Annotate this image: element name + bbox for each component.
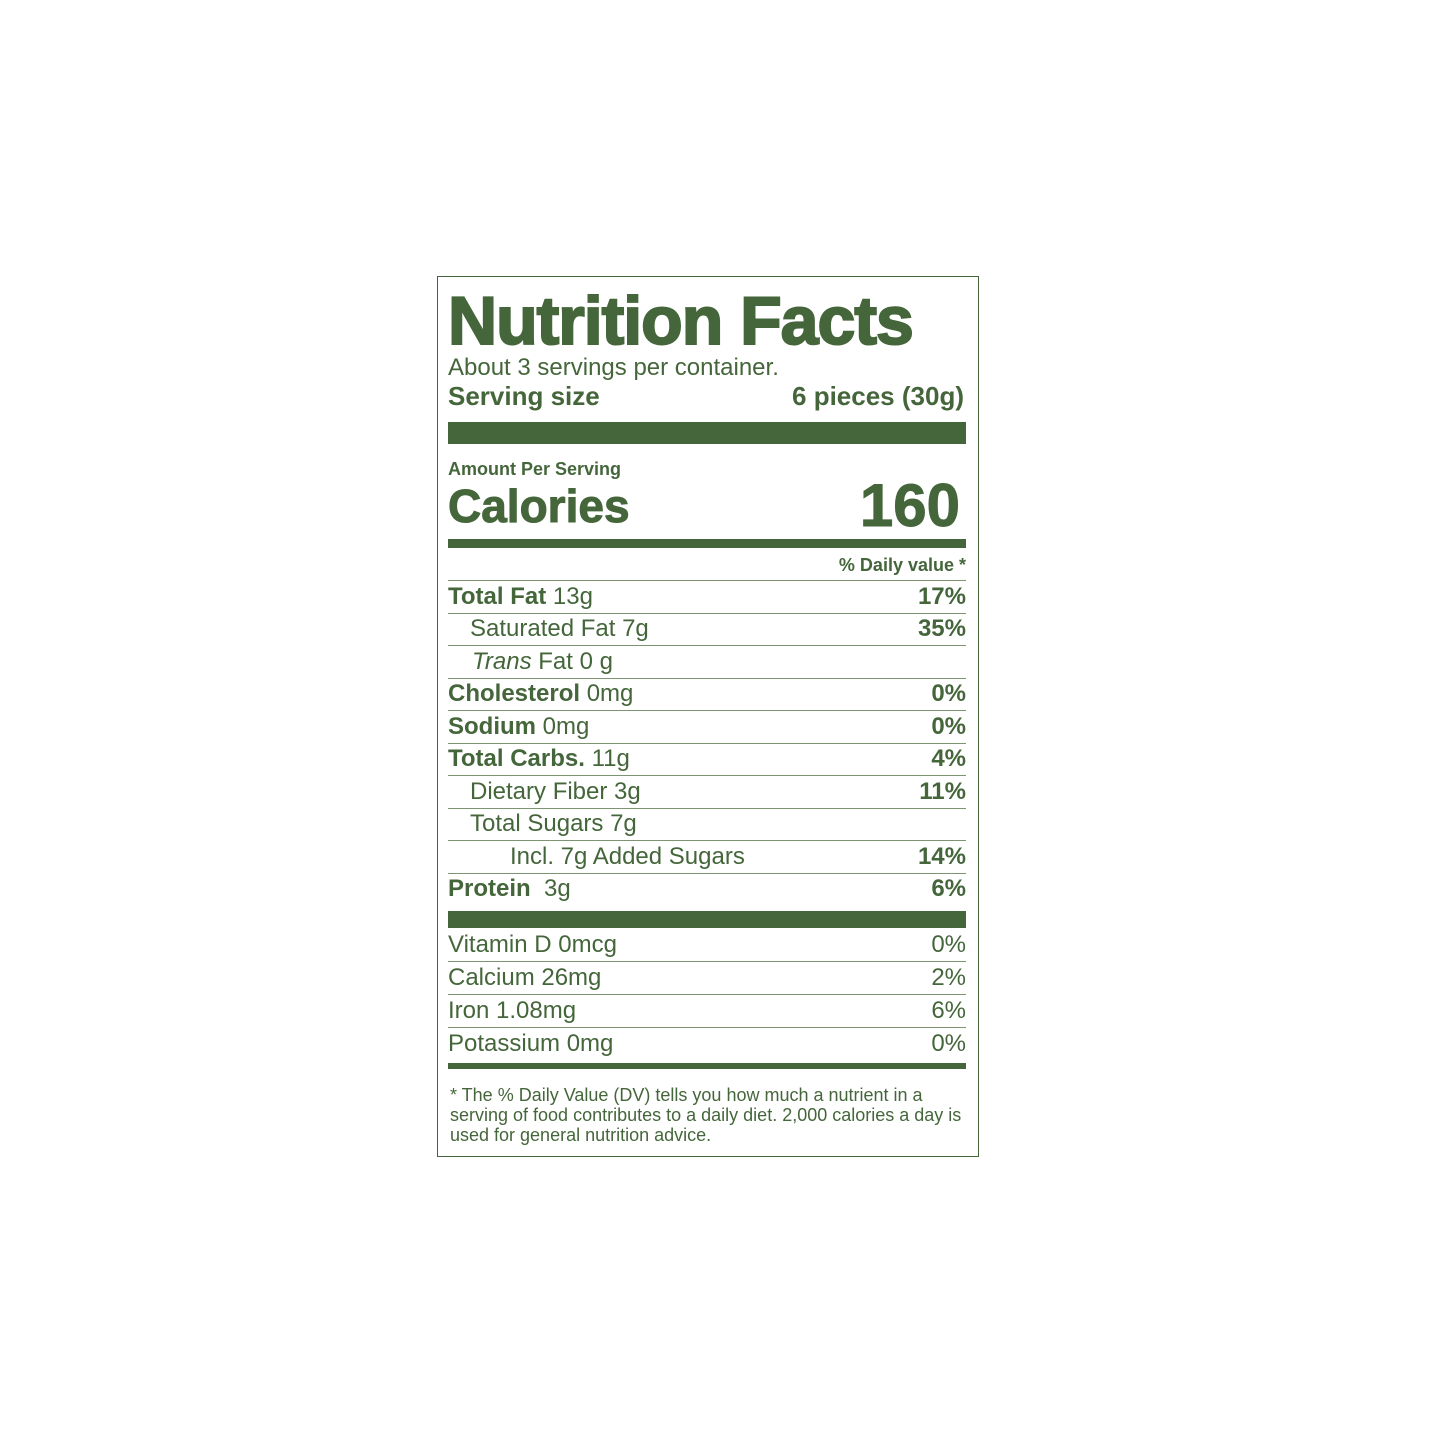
calories-row: Calories 160 xyxy=(448,472,961,539)
nutrition-facts-label: Nutrition Facts About 3 servings per con… xyxy=(437,276,979,1157)
vitamin-dv: 0% xyxy=(931,1030,966,1057)
divider-medium xyxy=(448,1063,966,1069)
vitamin-table: Vitamin D 0mcg 0% Calcium 26mg 2% Iron 1.0… xyxy=(448,929,966,1060)
nutrient-name: Saturated Fat 7g xyxy=(470,615,649,643)
nutrient-name: Total Sugars 7g xyxy=(470,810,637,838)
divider-thick xyxy=(448,911,966,928)
label-title: Nutrition Facts xyxy=(447,282,915,360)
nutrient-amount: 11g xyxy=(591,745,630,773)
nutrient-name: Total Carbs. xyxy=(448,745,585,773)
nutrient-dv: 11% xyxy=(919,777,966,805)
nutrient-amount: 3g xyxy=(544,875,571,903)
nutrient-name: Trans xyxy=(472,647,532,675)
nutrient-amount: 0mg xyxy=(586,680,634,708)
nutrient-dv: 35% xyxy=(917,615,966,643)
nutrient-dv: 6% xyxy=(931,875,966,903)
nutrient-row: Protein 3g 6% xyxy=(448,872,966,906)
serving-size-label: Serving size xyxy=(448,381,600,411)
nutrient-dv: 4% xyxy=(931,745,966,773)
vitamin-dv: 6% xyxy=(931,997,966,1024)
nutrient-row: Total Sugars 7g xyxy=(448,807,966,841)
nutrient-table: Total Fat 13g 17% Saturated Fat 7g 35% Tra… xyxy=(448,580,966,905)
nutrient-row: Trans Fat 0 g xyxy=(448,645,966,678)
nutrient-row: Sodium 0mg 0% xyxy=(448,710,966,743)
nutrient-row: Incl. 7g Added Sugars 14% xyxy=(448,840,966,873)
vitamin-name: Potassium 0mg xyxy=(448,1030,614,1057)
nutrient-row: Saturated Fat 7g 35% xyxy=(448,612,966,646)
vitamin-row: Vitamin D 0mcg 0% xyxy=(448,929,966,962)
serving-size-value: 6 pieces (30g) xyxy=(792,381,964,411)
calories-label: Calories xyxy=(448,480,631,533)
nutrient-amount: Fat 0 g xyxy=(538,647,613,675)
serving-size: Serving size 6 pieces (30g) xyxy=(448,381,964,411)
nutrient-amount: 13g xyxy=(552,582,593,610)
divider-thick xyxy=(448,422,966,444)
footnote: * The % Daily Value (DV) tells you how m… xyxy=(450,1085,962,1145)
nutrient-row: Cholesterol 0mg 0% xyxy=(448,677,966,711)
nutrient-name: Total Fat xyxy=(448,582,547,610)
nutrient-dv: 0% xyxy=(931,680,966,708)
amount-per-serving: Amount Per Serving xyxy=(448,459,622,479)
vitamin-row: Potassium 0mg 0% xyxy=(448,1028,966,1060)
nutrient-name: Incl. 7g Added Sugars xyxy=(510,842,745,870)
vitamin-row: Iron 1.08mg 6% xyxy=(448,995,966,1028)
nutrient-name: Protein xyxy=(448,875,531,903)
nutrient-name: Sodium xyxy=(448,712,536,740)
nutrient-row: Total Fat 13g 17% xyxy=(448,580,966,613)
daily-value-header: % Daily value * xyxy=(838,555,966,575)
nutrient-name: Dietary Fiber 3g xyxy=(470,777,641,805)
vitamin-name: Iron 1.08mg xyxy=(448,997,577,1024)
nutrient-row: Total Carbs. 11g 4% xyxy=(448,742,966,776)
nutrient-amount: 0mg xyxy=(542,712,590,740)
divider-medium xyxy=(448,539,966,548)
nutrient-row: Dietary Fiber 3g 11% xyxy=(448,775,966,808)
calories-value: 160 xyxy=(859,472,960,539)
vitamin-dv: 0% xyxy=(931,931,966,958)
nutrient-dv: 14% xyxy=(917,842,966,870)
vitamin-name: Vitamin D 0mcg xyxy=(448,931,617,958)
vitamin-dv: 2% xyxy=(931,964,966,991)
vitamin-name: Calcium 26mg xyxy=(448,964,602,991)
servings-per-container: About 3 servings per container. xyxy=(448,354,779,381)
nutrient-name: Cholesterol xyxy=(448,680,581,708)
vitamin-row: Calcium 26mg 2% xyxy=(448,962,966,995)
nutrient-dv: 0% xyxy=(931,712,966,740)
nutrient-dv: 17% xyxy=(917,582,966,610)
